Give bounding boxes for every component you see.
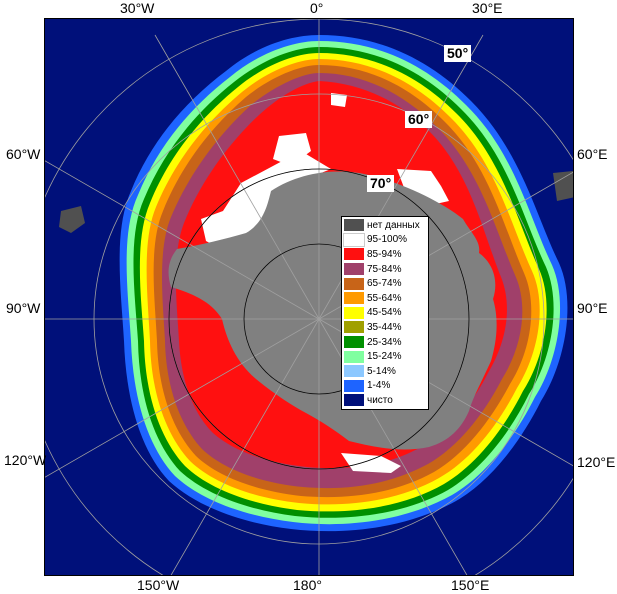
legend-swatch bbox=[344, 379, 364, 392]
lat-label-50: 50° bbox=[444, 45, 472, 62]
legend-entry: 15-24% bbox=[344, 349, 426, 364]
lon-label-90e: 90°E bbox=[577, 300, 608, 316]
lon-label-150e: 150°E bbox=[451, 577, 490, 593]
ice-patch-95-100 bbox=[397, 169, 449, 205]
legend-swatch bbox=[344, 321, 364, 334]
legend-label: 25-34% bbox=[367, 336, 402, 348]
legend-entry: 5-14% bbox=[344, 364, 426, 379]
lat-label-70: 70° bbox=[367, 175, 395, 192]
ice-patch-95-100 bbox=[331, 93, 347, 107]
legend-label: 5-14% bbox=[367, 365, 396, 377]
legend-swatch bbox=[343, 232, 365, 247]
no-data-patch bbox=[59, 206, 85, 233]
polar-projection-map bbox=[45, 19, 573, 575]
legend-label: 1-4% bbox=[367, 380, 391, 392]
legend-swatch bbox=[344, 292, 364, 305]
lon-label-120e: 120°E bbox=[577, 454, 616, 470]
lon-label-180: 180° bbox=[293, 577, 322, 593]
legend-entry: чисто bbox=[344, 393, 426, 408]
lon-label-60w: 60°W bbox=[6, 146, 41, 162]
no-data-patch bbox=[553, 171, 573, 201]
legend-label: 15-24% bbox=[367, 351, 402, 363]
lon-label-30w: 30°W bbox=[120, 0, 155, 16]
lon-label-90w: 90°W bbox=[6, 300, 41, 316]
legend-entry: 65-74% bbox=[344, 276, 426, 291]
legend-label: 35-44% bbox=[367, 321, 402, 333]
legend-label: 75-84% bbox=[367, 263, 402, 275]
lon-label-150w: 150°W bbox=[137, 577, 180, 593]
legend-entry: 55-64% bbox=[344, 291, 426, 306]
legend-entry: 75-84% bbox=[344, 262, 426, 277]
lon-label-60e: 60°E bbox=[577, 146, 608, 162]
legend-entry: 45-54% bbox=[344, 306, 426, 321]
lon-label-30e: 30°E bbox=[472, 0, 503, 16]
legend: нет данных 95-100% 85-94% 75-84% 65-74% 55-64… bbox=[341, 216, 429, 410]
lat-label-60: 60° bbox=[405, 111, 433, 128]
legend-label: 85-94% bbox=[367, 248, 402, 260]
legend-swatch bbox=[344, 219, 364, 232]
lon-label-120w: 120°W bbox=[4, 452, 47, 468]
legend-entry: 35-44% bbox=[344, 320, 426, 335]
legend-label: 95-100% bbox=[367, 234, 408, 246]
legend-swatch bbox=[344, 248, 364, 261]
ice-patch-95-100 bbox=[341, 453, 401, 473]
legend-swatch bbox=[344, 277, 364, 290]
legend-entry: 95-100% bbox=[343, 232, 426, 248]
legend-label: чисто bbox=[367, 394, 393, 406]
lon-label-0: 0° bbox=[310, 0, 324, 16]
sea-ice-map bbox=[44, 18, 574, 576]
legend-swatch bbox=[344, 263, 364, 276]
legend-swatch bbox=[344, 394, 364, 407]
legend-entry: 25-34% bbox=[344, 335, 426, 350]
legend-swatch bbox=[344, 350, 364, 363]
legend-swatch bbox=[344, 336, 364, 349]
legend-swatch bbox=[344, 365, 364, 378]
ice-patch-95-100 bbox=[273, 133, 311, 166]
legend-label: 45-54% bbox=[367, 307, 402, 319]
legend-label: нет данных bbox=[367, 219, 420, 231]
legend-label: 55-64% bbox=[367, 292, 402, 304]
legend-entry: нет данных bbox=[344, 218, 426, 233]
legend-entry: 85-94% bbox=[344, 247, 426, 262]
legend-label: 65-74% bbox=[367, 278, 402, 290]
legend-swatch bbox=[344, 306, 364, 319]
legend-entry: 1-4% bbox=[344, 379, 426, 394]
